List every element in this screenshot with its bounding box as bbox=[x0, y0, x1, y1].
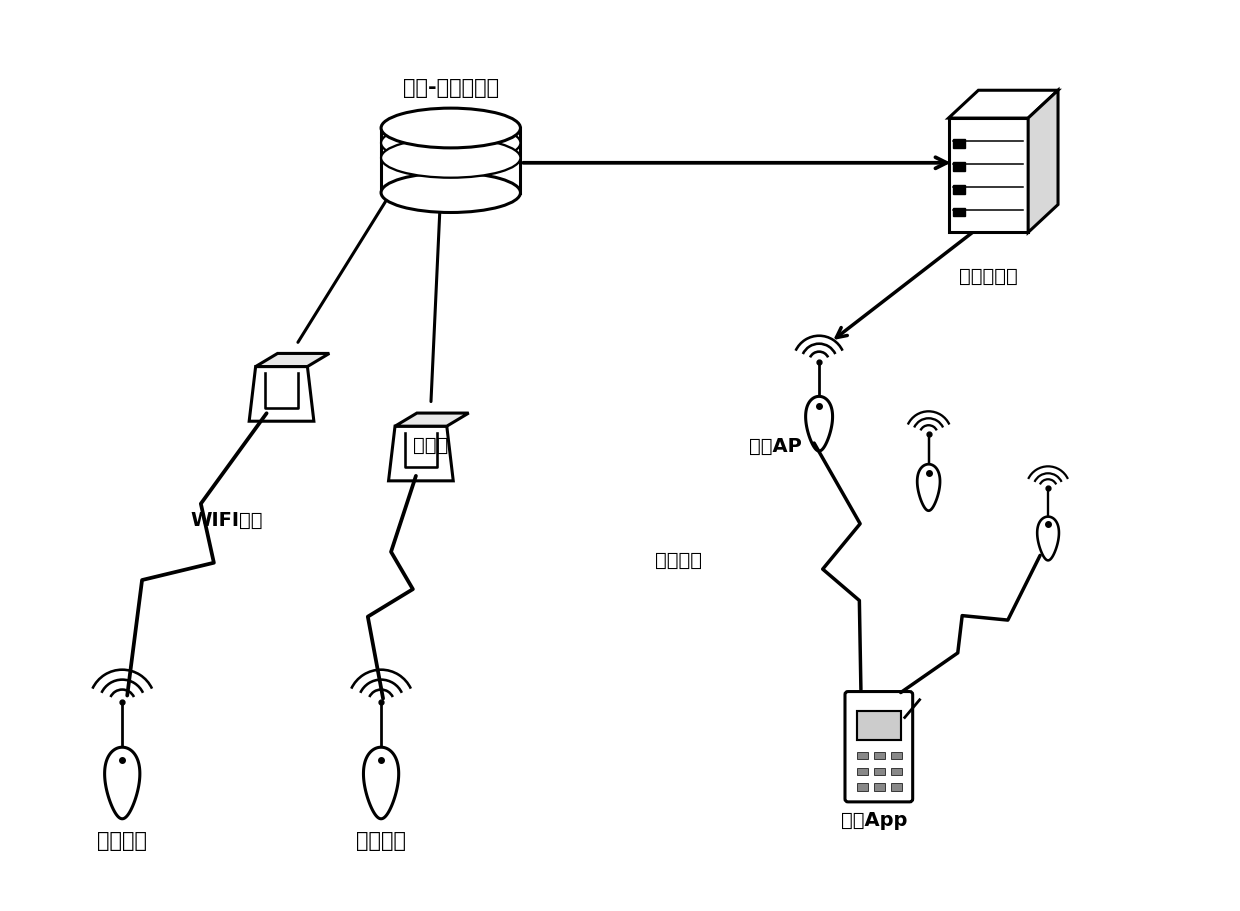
Bar bbox=[857, 768, 868, 775]
Polygon shape bbox=[949, 90, 1058, 118]
Polygon shape bbox=[806, 396, 832, 451]
Bar bbox=[954, 208, 966, 217]
Bar bbox=[874, 783, 885, 791]
Polygon shape bbox=[363, 747, 399, 819]
Bar bbox=[954, 185, 966, 194]
Text: 定位AP: 定位AP bbox=[749, 436, 802, 456]
Text: 位置-指纹数据库: 位置-指纹数据库 bbox=[403, 78, 498, 98]
FancyBboxPatch shape bbox=[844, 691, 913, 802]
Text: 路由器: 路由器 bbox=[413, 436, 449, 456]
Text: 无线信号: 无线信号 bbox=[356, 831, 405, 851]
Bar bbox=[890, 783, 901, 791]
Ellipse shape bbox=[381, 108, 521, 148]
Bar bbox=[954, 139, 966, 148]
Polygon shape bbox=[249, 366, 314, 421]
Bar bbox=[890, 752, 901, 759]
Polygon shape bbox=[104, 747, 140, 819]
Ellipse shape bbox=[381, 173, 521, 212]
Polygon shape bbox=[396, 413, 469, 426]
Ellipse shape bbox=[381, 138, 521, 178]
Bar bbox=[874, 768, 885, 775]
Bar bbox=[857, 752, 868, 759]
Polygon shape bbox=[1037, 517, 1059, 560]
Text: 定位服务器: 定位服务器 bbox=[959, 267, 1018, 286]
Polygon shape bbox=[1028, 90, 1058, 232]
Bar bbox=[857, 783, 868, 791]
Polygon shape bbox=[255, 353, 330, 366]
Bar bbox=[954, 162, 966, 170]
Bar bbox=[874, 752, 885, 759]
Bar bbox=[949, 118, 1028, 232]
Text: WIFI信号: WIFI信号 bbox=[191, 511, 263, 530]
Polygon shape bbox=[918, 465, 940, 511]
Text: 手机App: 手机App bbox=[841, 811, 906, 830]
Text: 无线信号: 无线信号 bbox=[97, 831, 148, 851]
Text: 定位信息: 定位信息 bbox=[655, 551, 702, 570]
Bar bbox=[890, 768, 901, 775]
Ellipse shape bbox=[381, 123, 521, 163]
Polygon shape bbox=[388, 426, 454, 481]
Bar bbox=[857, 711, 901, 741]
